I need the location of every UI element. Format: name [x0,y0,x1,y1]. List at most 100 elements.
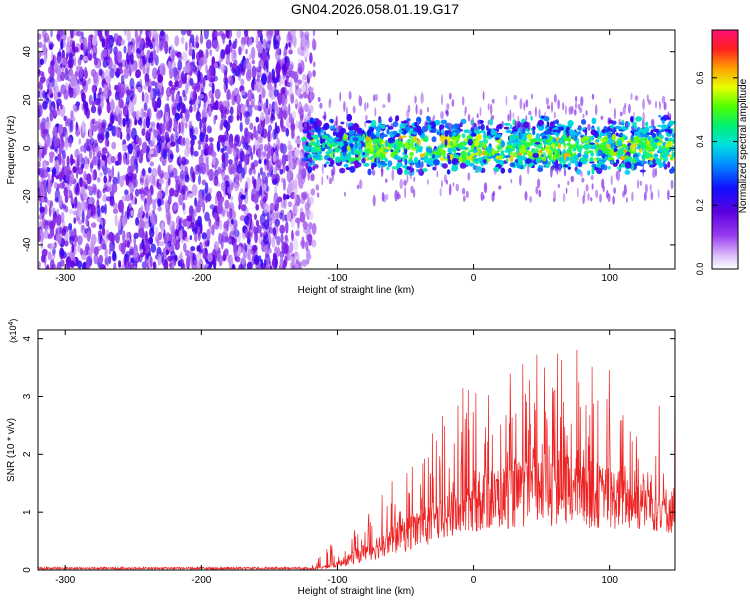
spectrogram-signal-blob [418,159,421,166]
spectrogram-signal-blob [367,168,372,176]
spectrogram-noise-blob [173,69,180,83]
spectrogram-signal-blob [461,146,465,150]
spectrogram-noise-blob [207,252,213,263]
spectrogram-noise-blob [149,174,155,185]
spectrogram-spike-blob [443,174,447,183]
spectrogram-signal-blob [630,143,638,148]
spectrogram-noise-blob [231,264,236,269]
spectrogram-noise-blob [53,181,58,189]
spectrogram-spike-blob [639,180,642,186]
spectrogram-noise-blob [79,66,84,79]
spectrogram-noise-blob [195,252,202,262]
spectrogram-spike-blob [538,108,541,119]
spectrogram-spike-blob [565,105,567,115]
spectrogram-noise-blob [285,42,289,50]
spectrogram-signal-blob [397,155,402,161]
spectrogram-noise-blob [197,70,201,83]
spectrogram-noise-blob [44,121,51,131]
spectrogram-noise-blob [181,51,188,62]
spectrogram-noise-blob [220,181,227,192]
spectrogram-spike-blob [455,183,459,192]
spectrogram-noise-blob [168,194,172,205]
spectrogram-spike-blob [552,197,556,203]
spectrogram-noise-blob [51,173,54,184]
spectrogram-noise-blob [126,127,131,134]
spectrogram-signal-blob [409,152,414,157]
spectrogram-noise-blob [286,211,292,222]
spectrogram-signal-blob [385,149,390,152]
spectrogram-noise-blob [214,114,218,121]
spectrogram-noise-blob [224,199,230,209]
spectrogram-noise-blob [231,218,234,225]
spectrogram-spike-blob [387,92,391,103]
spectrogram-noise-blob [79,248,84,256]
spectrogram-signal-blob [404,141,409,149]
spectrogram-noise-blob [304,31,310,38]
spectrogram-noise-blob [291,229,294,242]
spectrogram-noise-blob [110,114,115,125]
spectrogram-noise-blob [53,79,58,89]
spectrogram-signal-blob [586,151,589,155]
spectrogram-noise-blob [127,65,131,74]
spectrogram-noise-blob [271,236,276,248]
spectrogram-noise-blob [52,213,57,227]
spectrogram-noise-blob [140,252,145,258]
spectrogram-noise-blob [178,194,184,206]
spectrogram-noise-blob [108,83,111,94]
spectrogram-spike-blob [513,94,517,100]
spectrogram-noise-blob [152,49,157,61]
spectrogram-signal-blob [447,147,453,153]
spectrogram-noise-blob [101,39,106,48]
spectrogram-signal-blob [483,131,487,139]
spectrogram-noise-blob [127,203,132,211]
spectrogram-signal-blob [668,120,675,125]
spectrogram-spike-blob [440,179,443,188]
spectrogram-spike-blob [429,116,432,126]
spectrogram-signal-blob [457,134,461,139]
spectrogram-spike-blob [667,189,670,201]
spectrogram-signal-blob [472,148,478,153]
spectrogram-signal-blob [662,148,668,155]
spectrogram-signal-blob [535,157,541,164]
spectrogram-noise-blob [122,230,126,244]
spectrogram-signal-blob [634,136,640,143]
spectrogram-noise-blob [135,69,142,78]
spectrogram-signal-blob [658,148,663,153]
spectrogram-noise-blob [117,82,122,94]
spectrogram-noise-blob [113,46,118,56]
spectrogram-noise-blob [151,97,156,108]
spectrogram-noise-blob [214,30,219,38]
spectrogram-signal-blob [549,121,555,127]
spectrogram-spike-blob [399,178,403,190]
spectrogram-noise-blob [290,30,296,38]
spectrogram-noise-blob [100,205,105,214]
spectrogram-signal-blob [467,138,473,146]
spectrogram-signal-blob [474,139,480,147]
spectrogram-noise-blob [81,157,85,169]
spectrogram-signal-blob [394,154,399,160]
spectrogram-noise-blob [63,89,69,100]
spectrogram-noise-blob [114,91,119,101]
spectrogram-signal-blob [343,163,349,168]
spectrogram-signal-blob [320,129,324,134]
spectrogram-signal-blob [634,162,641,166]
spectrogram-noise-blob [251,162,254,171]
spectrogram-noise-blob [183,242,187,253]
spectrogram-signal-blob [458,156,462,163]
spectrogram-noise-blob [94,98,101,106]
spectrogram-noise-blob [109,68,115,79]
spectrogram-signal-blob [633,130,640,136]
spectrogram-signal-blob [669,141,673,148]
spectrogram-signal-blob [617,148,624,156]
spectrogram-noise-blob [196,80,201,93]
spectrogram-noise-blob [266,59,269,73]
spectrogram-noise-blob [58,143,63,155]
spectrogram-noise-blob [41,217,46,229]
spectrogram-noise-blob [97,230,102,237]
spectrogram-noise-blob [118,68,124,75]
spectrogram-noise-blob [43,169,49,178]
spectrogram-noise-blob [165,185,168,196]
spectrogram-noise-blob [288,49,293,55]
spectrogram-noise-blob [213,263,217,269]
spectrogram-noise-blob [179,111,183,120]
